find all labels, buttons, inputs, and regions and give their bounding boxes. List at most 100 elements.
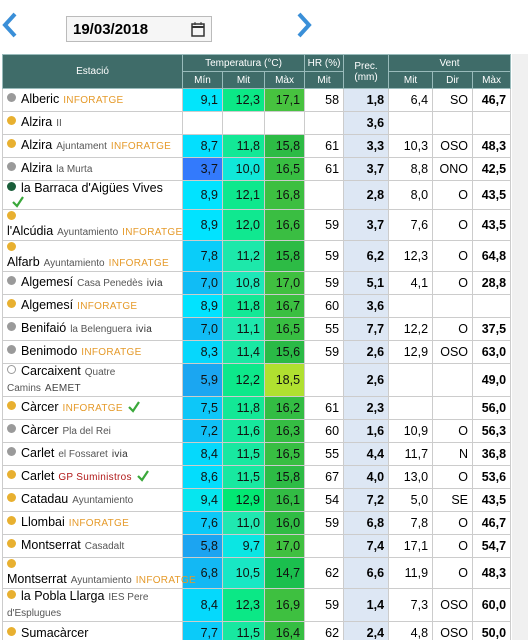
station-name: la Barraca d'Aigües Vives — [21, 181, 163, 195]
station-sub: la Murta — [56, 164, 93, 175]
tmit-cell: 10,8 — [222, 271, 265, 295]
tmax-cell: 15,8 — [263, 134, 306, 158]
station-brand: ivia — [146, 278, 163, 289]
next-day[interactable] — [296, 12, 312, 38]
tmit-cell: 11,5 — [222, 465, 265, 489]
stations-table: Estació Temperatura (°C) HR (%) Prec. (m… — [2, 54, 512, 640]
station-cell: Sumacàrcer — [2, 621, 183, 640]
station-row: Catadau Ayuntamiento 9,4 12,9 16,1 54 7,2 5,0 SE… — [2, 488, 512, 512]
tmit-cell: 11,1 — [222, 317, 265, 341]
station-sub: Ayuntamiento — [57, 227, 119, 238]
station-brand: INFORATGE — [62, 403, 123, 414]
tmin-cell: 8,6 — [182, 465, 223, 489]
header-wind-max: Màx — [472, 71, 512, 89]
station-row: Alzira II 3,6 — [2, 111, 512, 135]
tmin-cell: 8,9 — [182, 209, 223, 241]
station-name: Càrcer — [21, 423, 59, 437]
prec-cell: 1,4 — [343, 588, 390, 622]
hr-cell — [304, 363, 345, 397]
prec-cell: 3,6 — [343, 294, 390, 318]
wmax-cell: 36,8 — [472, 442, 512, 466]
wmit-cell: 10,3 — [388, 134, 434, 158]
status-dot — [7, 182, 16, 191]
station-sub: II — [56, 118, 62, 129]
station-cell: Algemesí INFORATGE — [2, 294, 183, 318]
station-cell: Càrcer Pla del Rei — [2, 419, 183, 443]
station-brand: INFORATGE — [68, 518, 130, 529]
dir-cell: O — [432, 419, 474, 443]
status-dot — [7, 93, 16, 102]
dir-cell — [432, 363, 474, 397]
calendar-icon[interactable] — [191, 21, 205, 37]
wmax-cell: 48,3 — [472, 557, 512, 589]
wmax-cell: 64,8 — [472, 240, 512, 272]
station-row: Carlet GP Suministros 8,6 11,5 15,8 67 4,0 13,0… — [2, 465, 512, 489]
station-brand: GP Suministros — [58, 472, 132, 483]
wmit-cell: 13,0 — [388, 465, 434, 489]
status-dot — [7, 139, 16, 148]
wmit-cell — [388, 294, 434, 318]
status-dot — [7, 162, 16, 171]
dir-cell: SO — [432, 88, 474, 112]
station-sub: la Belenguera — [70, 324, 132, 335]
wmax-cell: 46,7 — [472, 88, 512, 112]
tmin-cell — [182, 111, 223, 135]
tmin-cell: 7,2 — [182, 419, 223, 443]
header-min: Mín — [182, 71, 223, 89]
tmit-cell: 12,0 — [222, 209, 265, 241]
wmit-cell — [388, 111, 434, 135]
tmit-cell: 12,9 — [222, 488, 265, 512]
prev-day[interactable] — [2, 12, 18, 38]
wmit-cell: 12,3 — [388, 240, 434, 272]
dir-cell: O — [432, 557, 474, 589]
tmin-cell: 7,7 — [182, 621, 223, 640]
prec-cell: 2,6 — [343, 363, 390, 397]
station-name: Catadau — [21, 492, 69, 506]
prec-cell: 7,7 — [343, 317, 390, 341]
date-text: 19/03/2018 — [73, 21, 149, 38]
prec-cell: 1,6 — [343, 419, 390, 443]
wmit-cell: 7,3 — [388, 588, 434, 622]
wmax-cell: 56,0 — [472, 396, 512, 420]
wmit-cell: 11,7 — [388, 442, 434, 466]
station-cell: Carcaixent Quatre Camins AEMET — [2, 363, 183, 397]
wmax-cell: 63,0 — [472, 340, 512, 364]
station-sub: Casadalt — [84, 541, 125, 552]
hr-cell: 59 — [304, 588, 345, 622]
tmin-cell: 8,9 — [182, 294, 223, 318]
prec-cell: 3,6 — [343, 111, 390, 135]
hr-cell — [304, 180, 345, 210]
station-sub: el Fossaret — [58, 449, 108, 460]
station-sub: Quatre Camins — [7, 367, 116, 394]
header-dir: Dir — [432, 71, 474, 89]
prec-cell: 3,7 — [343, 157, 390, 181]
status-dot — [7, 345, 16, 354]
station-sub: IES Pere d'Esplugues — [7, 592, 149, 619]
prec-cell: 3,3 — [343, 134, 390, 158]
wmax-cell: 54,7 — [472, 534, 512, 558]
scrollbar[interactable] — [512, 54, 528, 640]
station-name: Alzira — [21, 138, 53, 152]
dir-cell: SE — [432, 488, 474, 512]
hr-cell: 59 — [304, 340, 345, 364]
wmit-cell: 12,9 — [388, 340, 434, 364]
wmax-cell: 53,6 — [472, 465, 512, 489]
station-name: Algemesí — [21, 275, 74, 289]
wmit-cell: 6,4 — [388, 88, 434, 112]
station-cell: l'Alcúdia Ayuntamiento INFORATGE — [2, 209, 183, 241]
station-name: Benimodo — [21, 344, 78, 358]
station-brand: INFORATGE — [63, 95, 124, 106]
status-dot — [7, 447, 16, 456]
hr-cell: 58 — [304, 88, 345, 112]
tmax-cell: 15,8 — [263, 465, 306, 489]
status-dot — [7, 276, 16, 285]
header-mit: Mit — [222, 71, 265, 89]
dir-cell — [432, 294, 474, 318]
wmit-cell: 12,2 — [388, 317, 434, 341]
prec-cell: 4,0 — [343, 465, 390, 489]
wmit-cell — [388, 363, 434, 397]
date-input[interactable]: 19/03/2018 — [66, 16, 212, 42]
tmin-cell: 8,4 — [182, 588, 223, 622]
dir-cell: O — [432, 511, 474, 535]
wmax-cell: 42,5 — [472, 157, 512, 181]
